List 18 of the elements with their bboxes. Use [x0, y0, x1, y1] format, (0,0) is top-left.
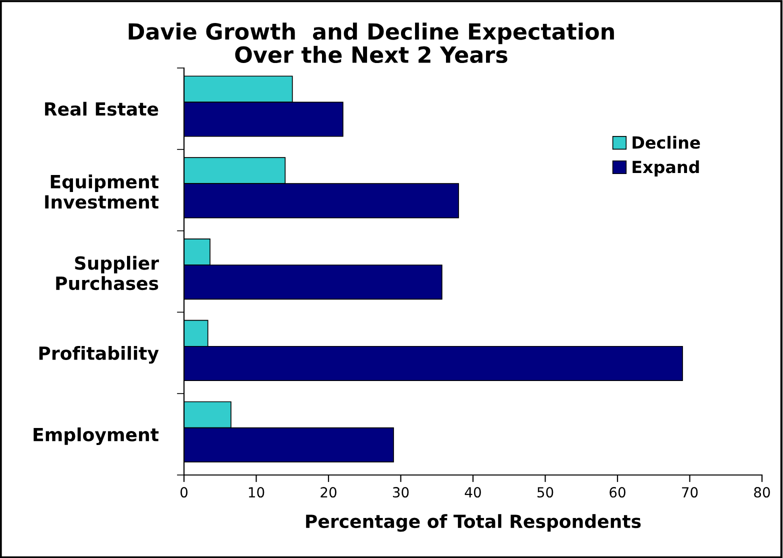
x-tick-label: 10 [248, 487, 264, 498]
x-tick-label: 70 [682, 487, 698, 498]
x-tick-label: 0 [180, 487, 188, 498]
y-tick-label: Employment [34, 427, 159, 446]
x-tick-label: 30 [392, 487, 409, 498]
x-tick-label: 20 [320, 487, 336, 498]
x-axis-title: Percentage of Total Respondents [306, 514, 641, 532]
chart-title: Davie Growth and Decline Expectation Over the Next 2 Years [128, 22, 614, 64]
y-tick-label: Real Estate [45, 102, 158, 116]
x-tick-label: 80 [754, 487, 770, 498]
legend-label: Decline [632, 136, 700, 149]
legend-label: Expand [632, 160, 699, 177]
x-tick-label: 60 [610, 487, 626, 498]
y-tick-label: Supplier Purchases [56, 256, 159, 290]
y-tick-label: Profitability [39, 346, 159, 364]
y-tick-label: Equipment Investment [45, 174, 159, 209]
x-tick-label: 40 [464, 487, 481, 498]
x-tick-label: 50 [537, 487, 554, 498]
